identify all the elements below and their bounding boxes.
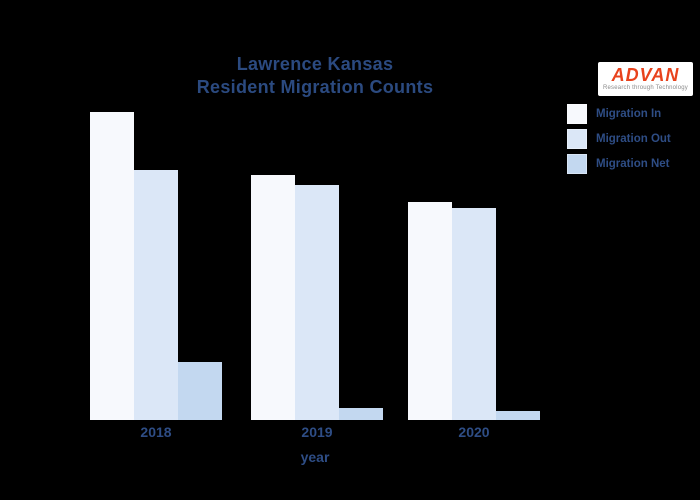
bar-migration-in-2020 (408, 202, 452, 420)
bar-migration-out-2018 (134, 170, 178, 420)
bar-migration-net-2018 (178, 362, 222, 420)
legend-label-migration-in: Migration In (596, 108, 662, 120)
x-tick-2018: 2018 (140, 424, 172, 440)
bar-migration-net-2020 (496, 411, 540, 420)
chart-title-line1: Lawrence Kansas (236, 54, 394, 74)
legend-swatch-migration-out (567, 129, 587, 149)
chart-title-line2: Resident Migration Counts (196, 77, 434, 97)
x-tick-2019: 2019 (301, 424, 333, 440)
legend-item-migration-out: Migration Out (567, 129, 671, 149)
x-tick-2020: 2020 (458, 424, 490, 440)
legend: Migration In Migration Out Migration Net (567, 104, 671, 179)
bar-migration-out-2020 (452, 208, 496, 420)
bar-migration-out-2019 (295, 185, 339, 420)
legend-label-migration-net: Migration Net (596, 158, 670, 170)
x-axis-title: year (300, 449, 330, 465)
advan-logo: ADVAN Research through Technology (598, 62, 693, 96)
advan-logo-text: ADVAN (611, 65, 680, 85)
bar-migration-in-2018 (90, 112, 134, 420)
legend-swatch-migration-net (567, 154, 587, 174)
legend-item-migration-in: Migration In (567, 104, 671, 124)
chart-title: Lawrence Kansas Resident Migration Count… (90, 53, 540, 99)
advan-logo-tagline: Research through Technology (602, 85, 688, 91)
bar-migration-in-2019 (251, 175, 295, 420)
legend-item-migration-net: Migration Net (567, 154, 671, 174)
bar-migration-net-2019 (339, 408, 383, 420)
legend-label-migration-out: Migration Out (596, 133, 671, 145)
legend-swatch-migration-in (567, 104, 587, 124)
